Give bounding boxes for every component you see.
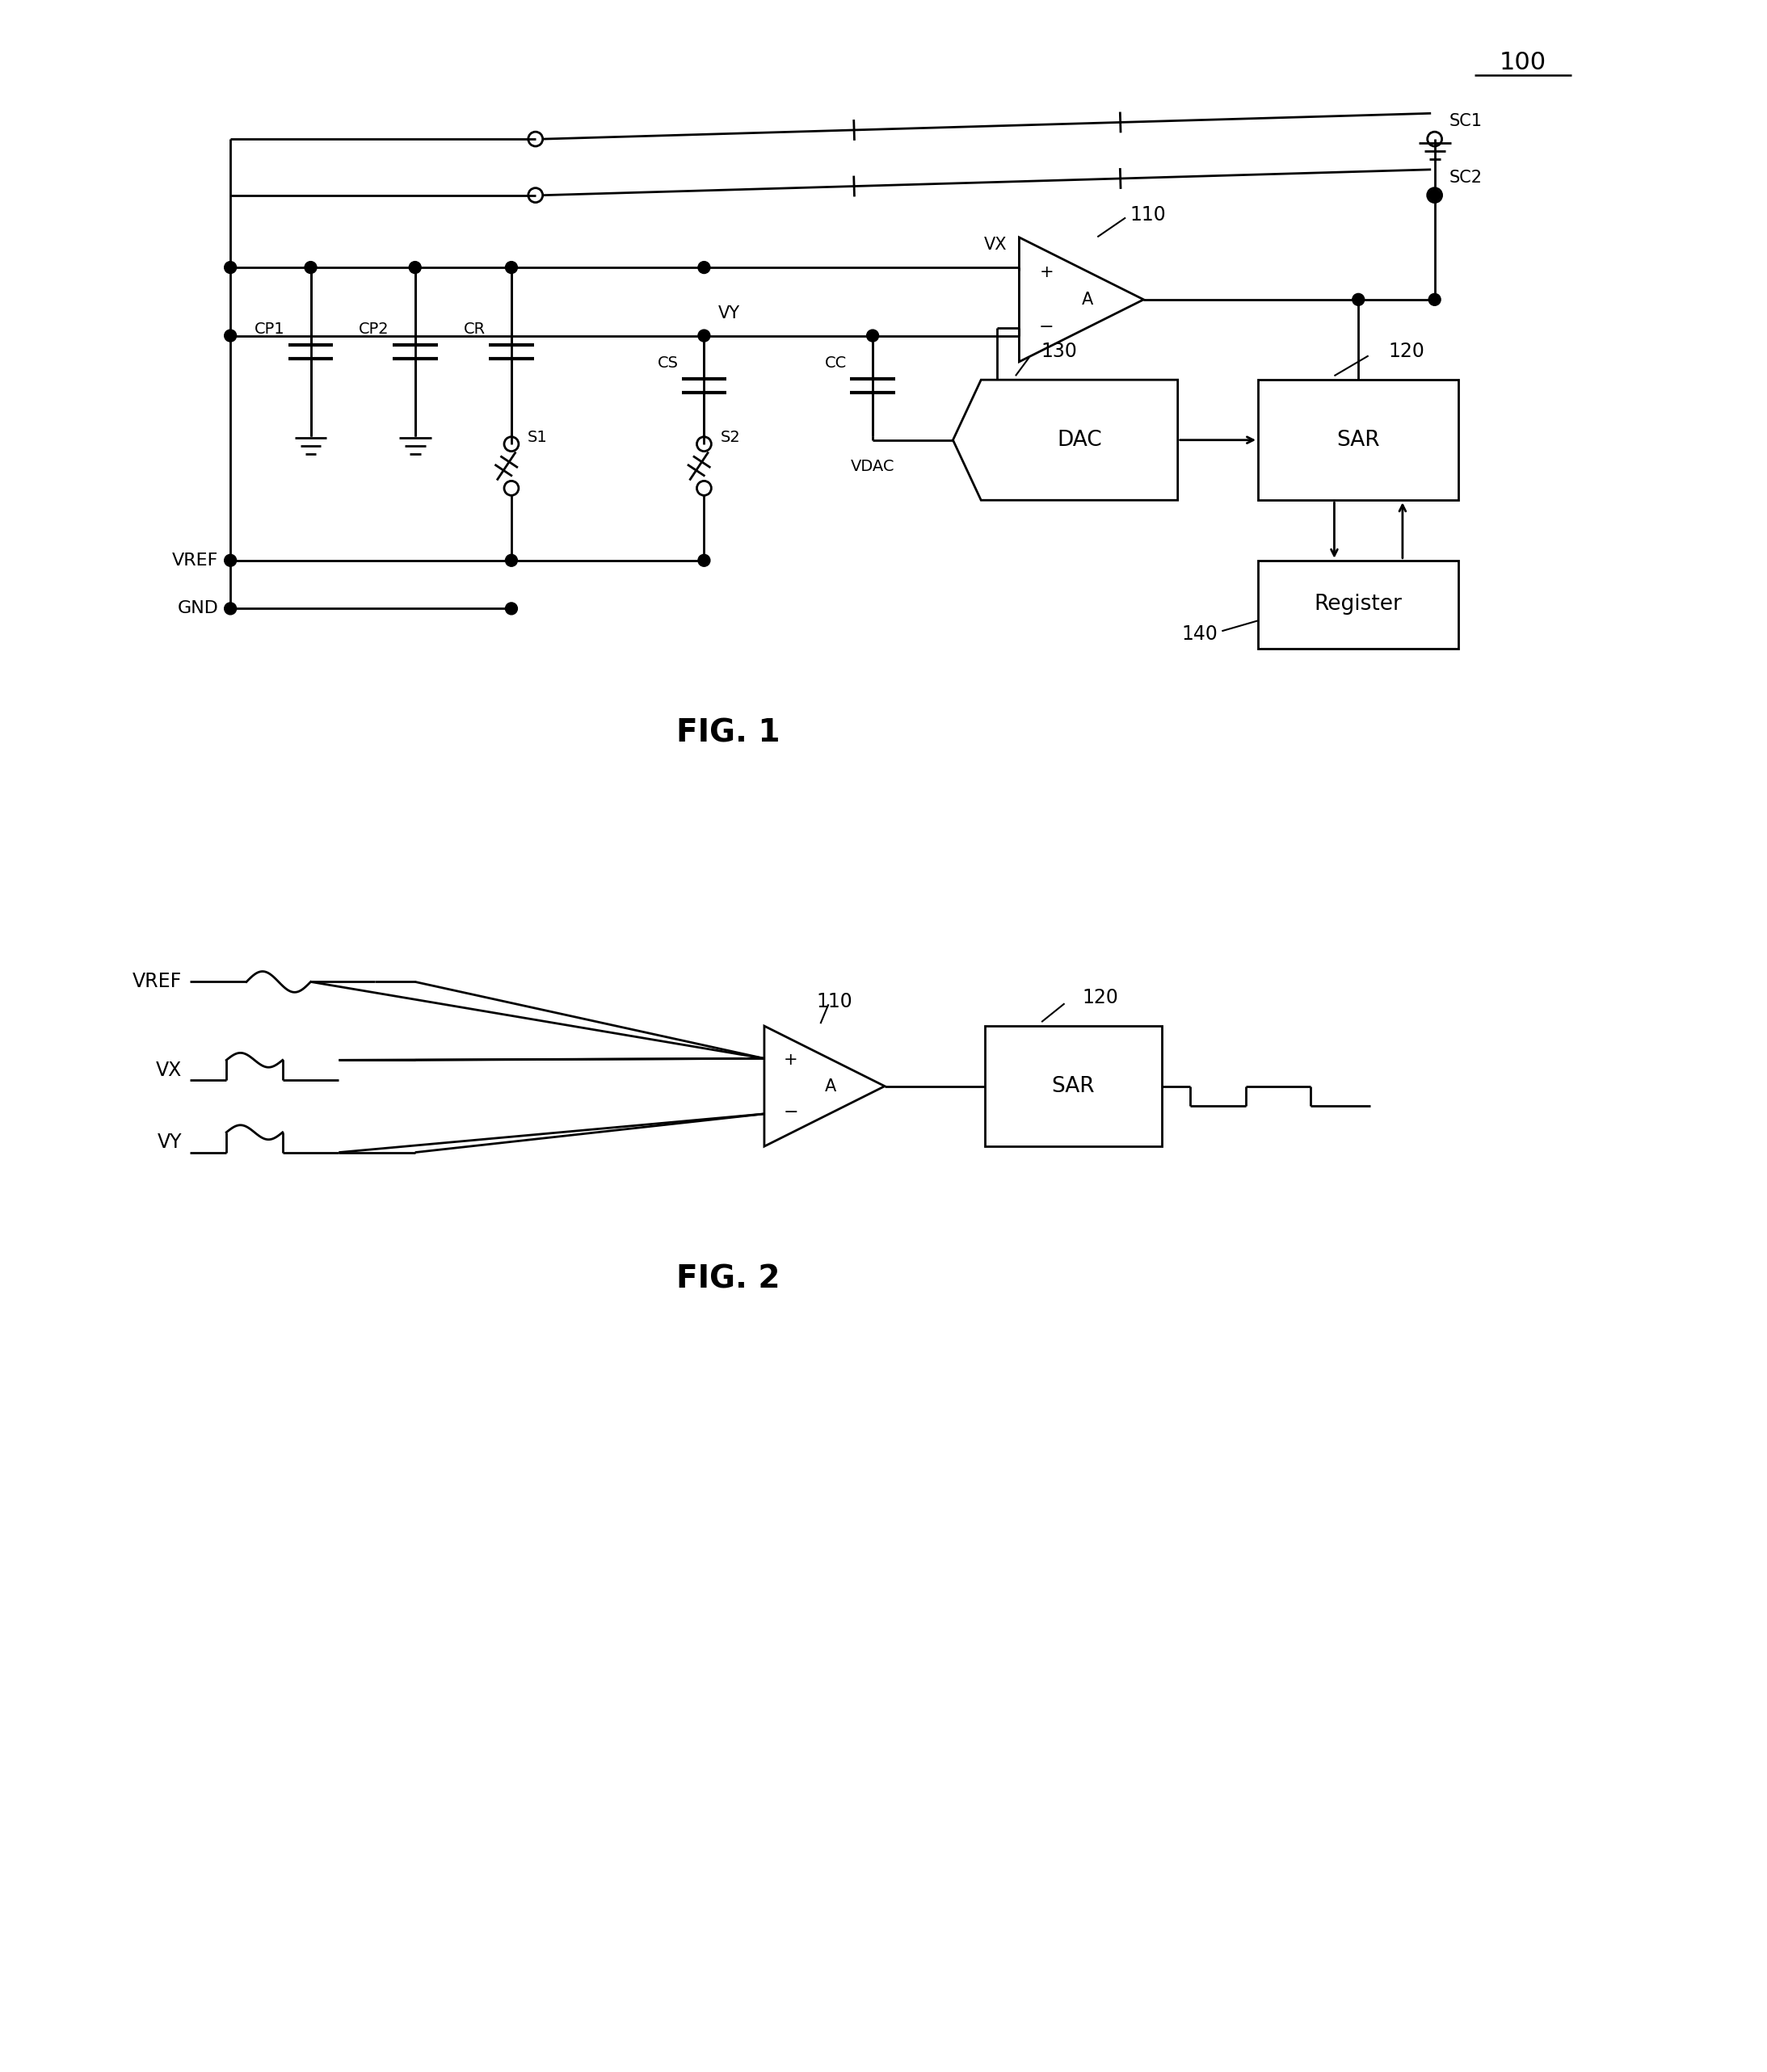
Text: CP2: CP2 xyxy=(359,321,389,338)
Circle shape xyxy=(1428,294,1440,305)
Text: 130: 130 xyxy=(1041,342,1078,361)
Text: CR: CR xyxy=(463,321,486,338)
Circle shape xyxy=(1428,189,1440,201)
Text: 110: 110 xyxy=(816,992,853,1011)
Circle shape xyxy=(224,555,237,566)
Circle shape xyxy=(224,261,237,274)
Circle shape xyxy=(224,329,237,342)
Text: A: A xyxy=(825,1077,836,1094)
Text: GND: GND xyxy=(177,601,219,617)
Text: SAR: SAR xyxy=(1336,429,1380,450)
Text: FIG. 1: FIG. 1 xyxy=(677,717,779,748)
Text: −: − xyxy=(1039,319,1055,336)
Text: VY: VY xyxy=(719,305,740,321)
Bar xyxy=(984,1026,1161,1146)
Text: VREF: VREF xyxy=(133,972,182,992)
Text: −: − xyxy=(783,1104,799,1121)
Text: FIG. 2: FIG. 2 xyxy=(677,1264,779,1295)
Bar xyxy=(1258,559,1460,649)
Text: S2: S2 xyxy=(721,429,740,445)
Circle shape xyxy=(1352,294,1364,305)
Text: VY: VY xyxy=(157,1133,182,1152)
Bar xyxy=(1258,379,1460,499)
Text: SAR: SAR xyxy=(1051,1075,1096,1096)
Text: SC2: SC2 xyxy=(1449,170,1483,186)
Text: S1: S1 xyxy=(527,429,548,445)
Text: VDAC: VDAC xyxy=(850,458,894,474)
Text: +: + xyxy=(783,1053,799,1067)
Text: DAC: DAC xyxy=(1057,429,1103,450)
Text: A: A xyxy=(1081,292,1094,307)
Text: 100: 100 xyxy=(1500,50,1546,75)
Text: 120: 120 xyxy=(1081,988,1119,1007)
Circle shape xyxy=(866,329,878,342)
Text: CS: CS xyxy=(657,356,679,371)
Text: 120: 120 xyxy=(1389,342,1424,361)
Circle shape xyxy=(505,603,518,615)
Text: CC: CC xyxy=(825,356,846,371)
Text: VX: VX xyxy=(984,236,1007,253)
Text: +: + xyxy=(1039,263,1053,280)
Circle shape xyxy=(224,603,237,615)
Text: 110: 110 xyxy=(1129,205,1166,226)
Text: VREF: VREF xyxy=(171,553,219,568)
Text: CP1: CP1 xyxy=(254,321,284,338)
Circle shape xyxy=(698,555,710,566)
Circle shape xyxy=(408,261,421,274)
Circle shape xyxy=(698,329,710,342)
Circle shape xyxy=(698,261,710,274)
Circle shape xyxy=(505,555,518,566)
Text: SC1: SC1 xyxy=(1449,114,1483,128)
Circle shape xyxy=(304,261,316,274)
Text: VX: VX xyxy=(155,1061,182,1080)
Text: 140: 140 xyxy=(1182,624,1217,644)
Text: Register: Register xyxy=(1315,595,1403,615)
Circle shape xyxy=(505,261,518,274)
